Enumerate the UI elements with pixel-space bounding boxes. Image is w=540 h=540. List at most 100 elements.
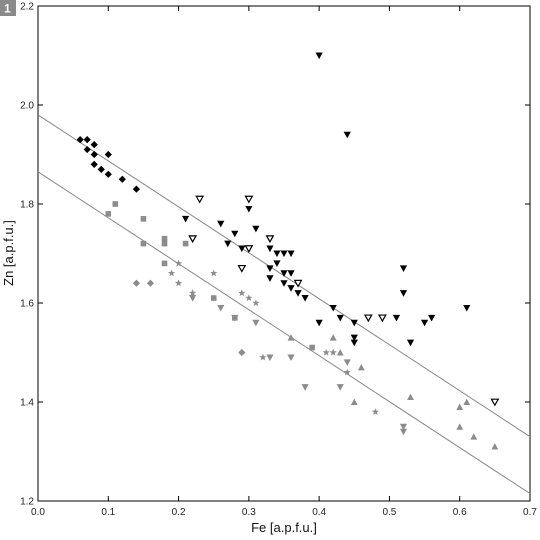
trend-lines (37, 114, 531, 494)
open-triangle-down-point (244, 245, 254, 253)
square-point (140, 240, 147, 247)
triangle-down-point (336, 384, 344, 391)
axis-ticks: 0.0 0.1 0.2 0.3 0.4 0.5 0.6 0.7 1.2 1.4 1.6 1.8 2.0 2… (20, 2, 537, 519)
triangle-down-point (350, 319, 358, 327)
triangle-down-point (399, 428, 408, 436)
triangle-up-point (336, 349, 344, 356)
open-triangle-down-point (363, 314, 373, 323)
triangle-down-point (217, 220, 225, 228)
star-point (238, 289, 246, 297)
diamond-point (97, 165, 105, 173)
diamond-point (146, 279, 155, 287)
square-point (309, 344, 315, 351)
star-point (245, 294, 253, 302)
triangle-down-point (399, 423, 408, 431)
triangle-down-point (343, 359, 351, 366)
diamond-point (104, 150, 112, 159)
triangle-down-point (266, 354, 274, 362)
diamond-point (132, 185, 140, 193)
open-triangle-down-point (490, 398, 500, 407)
square-point (210, 295, 217, 301)
diamond-point (90, 150, 98, 159)
triangle-down-point (189, 295, 197, 302)
diamond-point (90, 141, 98, 149)
diamond-point (132, 279, 140, 287)
triangle-down-point (428, 314, 436, 322)
triangle-up-point (407, 393, 414, 401)
triangle-down-point (182, 215, 190, 223)
triangle-down-point (287, 285, 295, 292)
data-points (76, 52, 500, 450)
triangle-down-point (294, 290, 302, 297)
y-tick-label: 2.0 (20, 101, 34, 112)
x-axis-title: Fe [a.p.f.u.] (251, 520, 317, 535)
triangle-up-point (491, 443, 499, 450)
y-tick-label: 1.6 (20, 299, 34, 310)
star-point (371, 408, 379, 415)
y-tick-label: 1.8 (20, 200, 34, 211)
diamond-point (118, 175, 126, 183)
triangle-down-point (315, 52, 323, 60)
open-triangle-down-point (377, 314, 387, 323)
square-point (161, 260, 168, 267)
triangle-down-point (399, 290, 408, 297)
triangle-down-point (315, 319, 323, 327)
star-point (252, 299, 260, 307)
square-point (161, 235, 168, 242)
star-point (210, 269, 218, 277)
star-point (259, 353, 267, 361)
triangle-down-point (463, 304, 471, 312)
triangle-up-point (456, 423, 464, 430)
x-tick-label: 0.6 (453, 507, 467, 518)
panel-label: 1 (4, 2, 11, 16)
y-tick-label: 2.2 (20, 2, 34, 13)
diamond-point (83, 145, 91, 154)
triangle-down-point (336, 314, 344, 322)
diamond-point (76, 136, 84, 144)
star-point (343, 368, 351, 376)
trend-line (37, 171, 531, 494)
diamond-point (104, 170, 112, 178)
open-triangle-down-point (244, 195, 254, 204)
triangle-down-point (266, 265, 274, 272)
panel-label-badge (0, 0, 16, 16)
star-point (329, 348, 337, 356)
triangle-down-point (420, 319, 429, 327)
x-tick-label: 0.1 (101, 507, 115, 518)
x-tick-label: 0.5 (382, 507, 396, 518)
square-point (140, 216, 147, 222)
x-tick-label: 0.2 (172, 507, 186, 518)
square-point (112, 201, 119, 207)
triangle-down-point (329, 304, 337, 312)
triangle-down-point (301, 384, 309, 391)
triangle-down-point (287, 270, 295, 277)
star-point (167, 269, 176, 277)
x-tick-label: 0.3 (242, 507, 256, 518)
star-point (322, 348, 330, 356)
diamond-point (83, 136, 91, 144)
triangle-down-point (266, 245, 274, 253)
star-point (189, 289, 197, 297)
square-point (161, 240, 168, 247)
triangle-down-point (224, 240, 232, 248)
open-triangle-down-point (237, 264, 247, 273)
triangle-down-point (280, 280, 288, 287)
triangle-up-point (456, 403, 464, 410)
open-triangle-down-point (188, 235, 198, 244)
triangle-down-point (231, 230, 239, 238)
open-triangle-down-point (293, 279, 303, 288)
triangle-down-point (287, 354, 295, 362)
y-tick-label: 1.4 (20, 398, 34, 409)
square-point (105, 211, 112, 217)
x-tick-label: 0.0 (31, 507, 45, 518)
triangle-up-point (287, 334, 295, 341)
triangle-down-point (392, 314, 401, 322)
triangle-down-point (406, 339, 415, 347)
triangle-down-point (343, 131, 351, 139)
triangle-down-point (252, 225, 260, 233)
triangle-up-point (329, 334, 337, 341)
triangle-up-point (350, 398, 358, 405)
star-point (174, 279, 183, 287)
triangle-up-point (463, 398, 471, 405)
plot-frame (37, 5, 531, 502)
